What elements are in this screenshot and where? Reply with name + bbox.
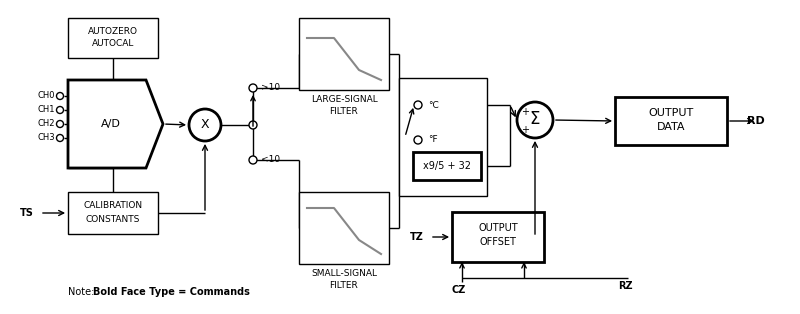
Text: CH3: CH3 [37,133,55,143]
Circle shape [249,84,257,92]
Text: OUTPUT: OUTPUT [478,223,518,233]
Text: +: + [521,125,529,135]
Circle shape [414,136,422,144]
Text: TS: TS [20,208,34,218]
Circle shape [249,121,257,129]
Text: Note:: Note: [68,287,98,297]
Circle shape [57,93,63,100]
Bar [299,18,389,90]
Text: RD: RD [747,116,765,126]
Text: CZ: CZ [452,285,466,295]
Circle shape [57,106,63,113]
Text: Bold Face Type = Commands: Bold Face Type = Commands [93,287,250,297]
Text: CH0: CH0 [38,91,54,100]
Text: TZ: TZ [410,232,424,242]
Bar [68,18,158,58]
Bar [452,212,544,262]
Text: OFFSET: OFFSET [479,237,517,247]
Circle shape [517,102,553,138]
Text: AUTOCAL: AUTOCAL [92,40,134,48]
Text: A/D: A/D [101,119,121,129]
Text: CH1: CH1 [38,106,54,115]
Text: +: + [521,107,529,117]
Circle shape [57,121,63,127]
Text: DATA: DATA [657,122,686,132]
Circle shape [249,156,257,164]
Text: Σ: Σ [530,110,540,128]
Text: CONSTANTS: CONSTANTS [86,214,140,224]
Polygon shape [68,80,163,168]
Text: CALIBRATION: CALIBRATION [83,202,142,210]
Bar [299,192,389,264]
Text: SMALL-SIGNAL: SMALL-SIGNAL [311,269,377,279]
Bar [615,97,727,145]
Text: FILTER: FILTER [330,107,358,116]
Text: LARGE-SIGNAL: LARGE-SIGNAL [310,95,378,105]
Text: °F: °F [428,136,438,144]
Bar [68,192,158,234]
Text: RZ: RZ [618,281,633,291]
Text: FILTER: FILTER [330,281,358,290]
Text: <10: <10 [261,155,280,165]
Circle shape [189,109,221,141]
Bar [413,152,481,180]
Text: x9/5 + 32: x9/5 + 32 [423,161,471,171]
Text: °C: °C [428,100,438,110]
Circle shape [57,134,63,142]
Bar [399,78,487,196]
Text: X: X [201,118,210,132]
Circle shape [414,101,422,109]
Text: >10: >10 [261,84,280,93]
Text: OUTPUT: OUTPUT [648,108,694,118]
Text: AUTOZERO: AUTOZERO [88,28,138,36]
Text: CH2: CH2 [38,120,54,128]
